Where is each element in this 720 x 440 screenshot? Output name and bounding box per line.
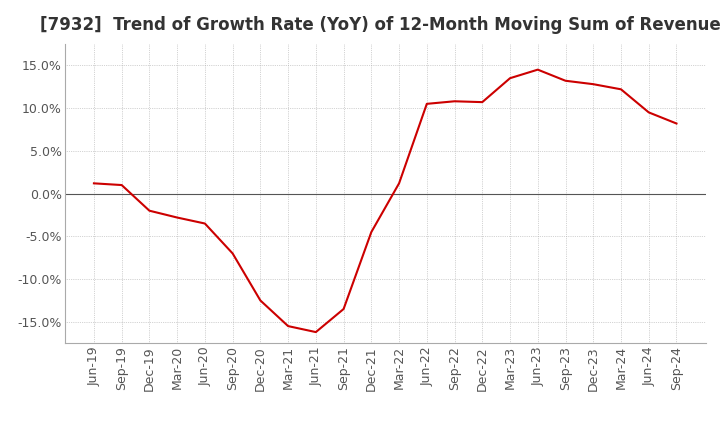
Title: [7932]  Trend of Growth Rate (YoY) of 12-Month Moving Sum of Revenues: [7932] Trend of Growth Rate (YoY) of 12-… [40,16,720,34]
